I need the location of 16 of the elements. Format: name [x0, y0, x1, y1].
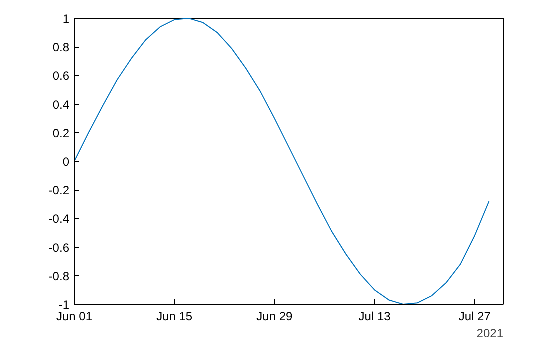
- y-tick-label: -0.4: [48, 212, 70, 226]
- y-tick-label: 0.4: [52, 98, 70, 112]
- y-tick-label: -0.2: [48, 184, 70, 198]
- y-tick-label: 0.6: [52, 69, 70, 84]
- x-tick-label: Jun 15: [156, 310, 193, 324]
- x-tick-label: Jun 29: [256, 310, 294, 324]
- y-tick-label: 0.2: [52, 126, 70, 140]
- x-tick-label: Jul 27: [458, 310, 492, 324]
- y-tick-label: -0.8: [48, 269, 70, 284]
- y-tick-label: 1: [62, 12, 70, 26]
- y-tick-label: 0.8: [52, 40, 70, 55]
- x-tick-label: Jul 13: [358, 310, 392, 324]
- x-tick-label: Jun 01: [56, 310, 93, 324]
- y-tick-label: -0.6: [48, 240, 70, 255]
- y-tick-label: -1: [58, 298, 70, 312]
- y-tick-label: 0: [62, 155, 70, 169]
